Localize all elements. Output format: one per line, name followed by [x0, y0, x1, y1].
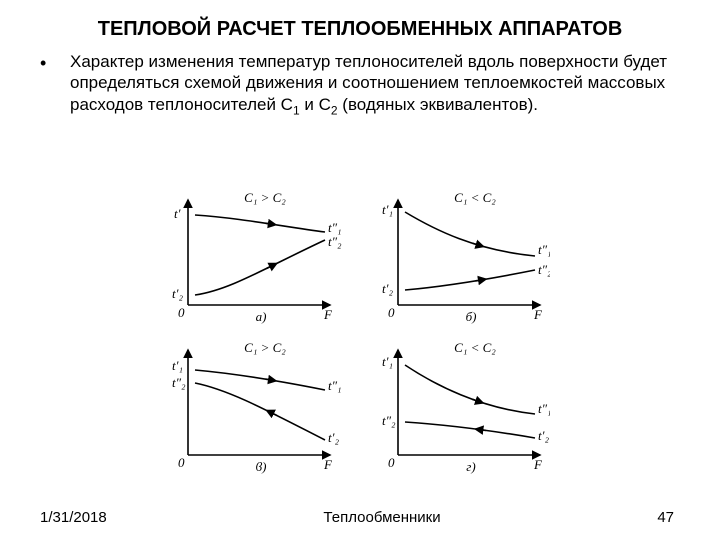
axis-label-left: t′₁ — [382, 354, 393, 369]
chart-header: C₁ < C₂ — [454, 190, 496, 205]
axis-label-right: t″₁ — [328, 220, 342, 235]
curve-arrow — [473, 243, 484, 246]
chart-panel-g: C₁ < C₂ t′₁ t″₂ t″₁ t′₂ 0 Fг) — [382, 340, 550, 474]
curve-arrow — [266, 379, 276, 381]
temperature-curve — [195, 215, 325, 232]
axis-label-right: t″₁ — [328, 378, 342, 393]
chart-panel-v: C₁ > C₂ t′₁ t″₂ t″₁ t′₂ 0 Fϐ) — [172, 340, 342, 474]
chart-header: C₁ < C₂ — [454, 340, 496, 355]
axis-label-left: t″₂ — [382, 413, 396, 428]
charts-svg: C₁ > C₂t′t′₂t″₁t″₂0Fa)C₁ < C₂t′₁t′₂t″₁t″… — [170, 190, 550, 490]
curve-arrow — [267, 263, 277, 268]
origin-label: 0 — [388, 305, 395, 320]
origin-label: 0 — [388, 455, 395, 470]
axis-label-left: t′₂ — [382, 281, 393, 296]
chart-panel-a: C₁ > C₂ t′ t′₂ t″₁t″₂ 0 Fa) — [172, 190, 342, 324]
panel-caption: г) — [466, 459, 475, 474]
panel-caption: б) — [466, 309, 477, 324]
para-c2-sub: 2 — [331, 103, 338, 117]
x-axis-label: F — [533, 307, 543, 322]
axis-label-right: t″₁ — [538, 242, 550, 257]
charts-grid: C₁ > C₂t′t′₂t″₁t″₂0Fa)C₁ < C₂t′₁t′₂t″₁t″… — [170, 190, 550, 490]
curve-arrow — [267, 410, 277, 415]
temperature-curve — [195, 370, 325, 390]
axis-label-right: t′₂ — [328, 430, 339, 445]
curve-arrow — [476, 279, 486, 281]
curve-arrow — [475, 429, 485, 430]
para-middle: и С — [300, 95, 331, 114]
axis-label-right: t″₂ — [328, 234, 342, 249]
footer-center: Теплообменники — [323, 509, 440, 526]
body-area: • Характер изменения температур теплонос… — [0, 51, 720, 118]
footer-page: 47 — [657, 509, 674, 526]
axis-label-left: t′ — [174, 206, 181, 221]
origin-label: 0 — [178, 305, 185, 320]
temperature-curve — [195, 383, 325, 440]
curve-arrow — [472, 399, 483, 403]
axis-label-left: t′₂ — [172, 286, 183, 301]
temperature-curve — [405, 422, 535, 438]
panel-caption: a) — [256, 309, 267, 324]
axis-label-right: t′₂ — [538, 428, 549, 443]
bullet-marker: • — [40, 51, 70, 118]
curve-arrow — [265, 223, 275, 225]
para-c1-sub: 1 — [293, 103, 300, 117]
x-axis-label: F — [533, 457, 543, 472]
x-axis-label: F — [323, 307, 333, 322]
chart-panel-b: C₁ < C₂ t′₁ t′₂ t″₁ t″₂ 0 Fб) — [382, 190, 550, 324]
footer: 1/31/2018 Теплообменники 47 — [0, 509, 720, 526]
panel-caption: ϐ) — [256, 459, 267, 474]
temperature-curve — [405, 365, 535, 414]
axis-label-left: t′₁ — [172, 358, 183, 373]
axis-label-left: t″₂ — [172, 375, 186, 390]
axis-label-right: t″₂ — [538, 262, 550, 277]
x-axis-label: F — [323, 457, 333, 472]
chart-header: C₁ > C₂ — [244, 340, 286, 355]
origin-label: 0 — [178, 455, 185, 470]
temperature-curve — [405, 212, 535, 256]
axis-label-right: t″₁ — [538, 401, 550, 416]
body-paragraph: Характер изменения температур теплоносит… — [70, 51, 690, 118]
footer-date: 1/31/2018 — [40, 509, 107, 526]
axis-label-left: t′₁ — [382, 202, 393, 217]
para-suffix: (водяных эквивалентов). — [338, 95, 538, 114]
chart-header: C₁ > C₂ — [244, 190, 286, 205]
temperature-curve — [195, 240, 325, 295]
slide-title: ТЕПЛОВОЙ РАСЧЕТ ТЕПЛООБМЕННЫХ АППАРАТОВ — [0, 0, 720, 51]
temperature-curve — [405, 270, 535, 290]
